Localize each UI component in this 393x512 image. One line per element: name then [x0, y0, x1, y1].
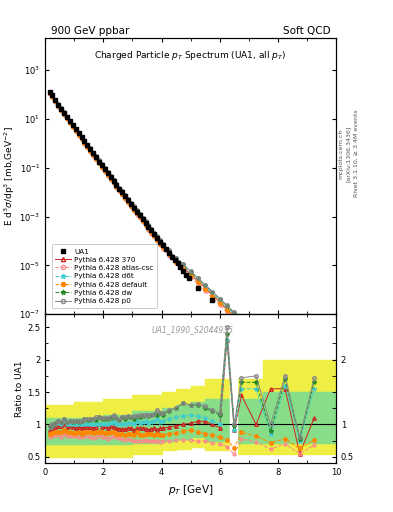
Text: mcplots.cern.ch: mcplots.cern.ch	[338, 129, 343, 179]
X-axis label: $p_T$ [GeV]: $p_T$ [GeV]	[168, 483, 213, 497]
Legend: UA1, Pythia 6.428 370, Pythia 6.428 atlas-csc, Pythia 6.428 d6t, Pythia 6.428 de: UA1, Pythia 6.428 370, Pythia 6.428 atla…	[52, 244, 157, 308]
Line: UA1: UA1	[48, 90, 316, 356]
Text: Rivet 3.1.10, ≥ 3.4M events: Rivet 3.1.10, ≥ 3.4M events	[354, 110, 359, 198]
UA1	[312, 352, 317, 358]
UA1	[187, 275, 191, 281]
UA1	[169, 253, 174, 260]
Y-axis label: E d$^3\sigma$/dp$^3$ [mb,GeV$^{-2}$]: E d$^3\sigma$/dp$^3$ [mb,GeV$^{-2}$]	[2, 126, 17, 226]
Bar	[230, 314, 237, 463]
UA1	[158, 239, 162, 245]
Text: Charged Particle $p_T$ Spectrum (UA1, all $p_T$): Charged Particle $p_T$ Spectrum (UA1, al…	[94, 50, 287, 62]
UA1	[88, 146, 93, 153]
Y-axis label: Ratio to UA1: Ratio to UA1	[15, 360, 24, 417]
Text: Soft QCD: Soft QCD	[283, 26, 330, 36]
UA1	[47, 89, 52, 95]
UA1	[283, 344, 288, 350]
UA1	[85, 142, 90, 148]
Text: 900 GeV ppbar: 900 GeV ppbar	[51, 26, 129, 36]
Text: UA1_1990_S2044935: UA1_1990_S2044935	[152, 325, 233, 334]
Text: [arXiv:1306.3436]: [arXiv:1306.3436]	[346, 125, 351, 182]
